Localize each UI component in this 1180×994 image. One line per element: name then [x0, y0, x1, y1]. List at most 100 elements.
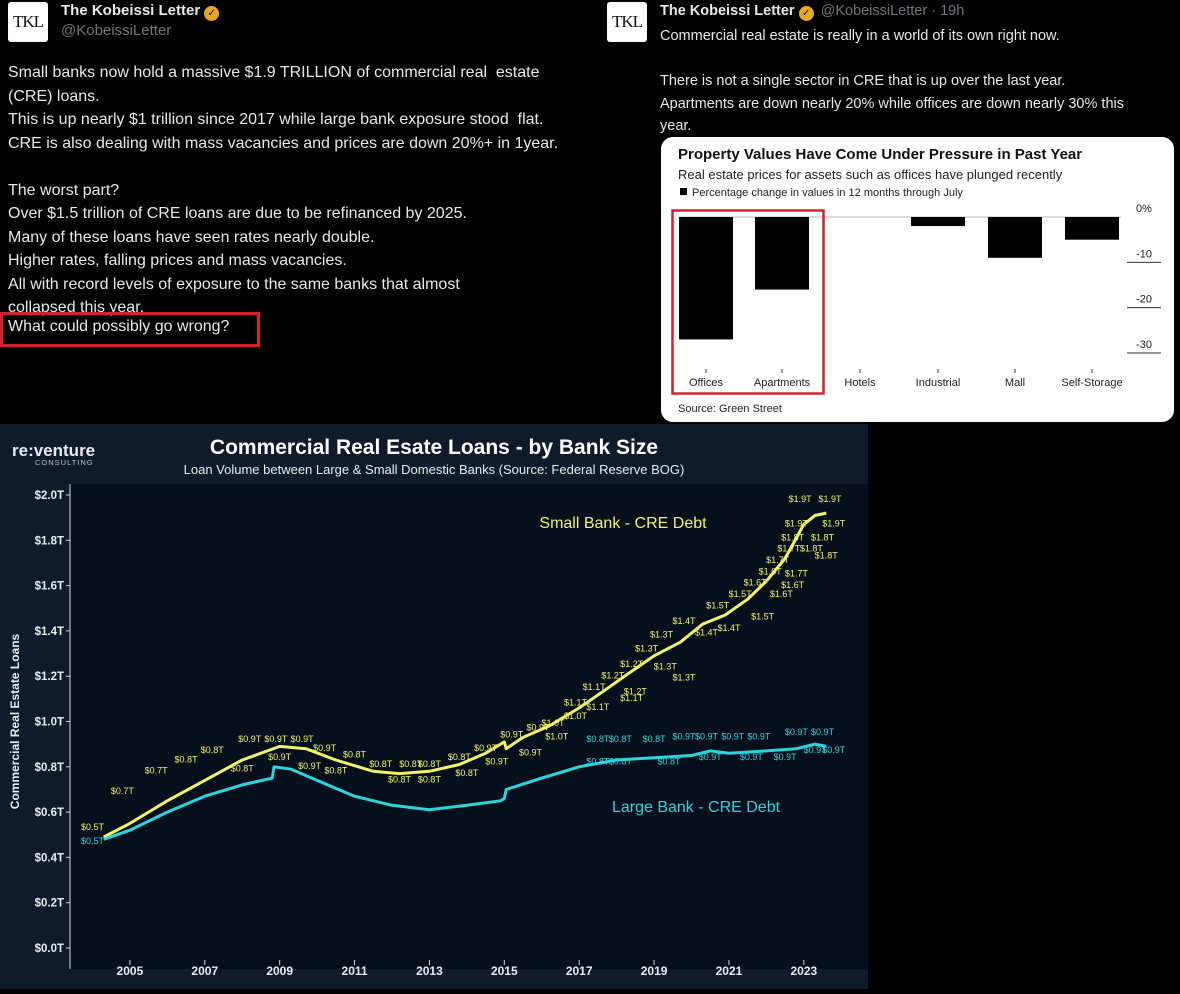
data-label: $0.9T	[774, 752, 798, 762]
data-label: $0.8T	[643, 734, 667, 744]
highlight-box	[0, 312, 260, 347]
tweet-line: There is not a single sector in CRE that…	[660, 73, 1066, 89]
y-tick-label: -30	[1136, 339, 1152, 351]
x-tick-label: 2011	[342, 964, 368, 978]
data-label: $1.3T	[650, 630, 674, 640]
data-label: $1.1T	[586, 702, 610, 712]
plot-area	[70, 484, 868, 969]
data-label: $1.4T	[673, 616, 697, 626]
y-tick-label: $1.8T	[35, 535, 64, 547]
author-name[interactable]: The Kobeissi Letter	[660, 3, 795, 19]
data-label: $1.9T	[789, 494, 813, 504]
data-label: $0.7T	[111, 786, 135, 796]
bar-self-storage	[1065, 217, 1119, 240]
data-label: $0.8T	[175, 754, 199, 764]
data-label: $0.5T	[81, 836, 105, 846]
chart-title: Commercial Real Esate Loans - by Bank Si…	[210, 436, 658, 459]
data-label: $0.8T	[388, 775, 412, 785]
data-label: $0.9T	[699, 752, 723, 762]
data-label: $1.3T	[673, 673, 697, 683]
cre-loans-chart-panel: re:venture CONSULTING Commercial Real Esat…	[0, 424, 868, 989]
y-axis-label: Commercial Real Estate Loans	[8, 633, 22, 809]
x-tick-label: 2009	[266, 964, 293, 978]
highlight-box	[671, 209, 825, 395]
data-label: $1.2T	[601, 670, 625, 680]
data-label: $1.5T	[751, 612, 775, 622]
data-label: $1.3T	[635, 643, 659, 653]
data-label: $0.8T	[343, 750, 367, 760]
x-tick-label: Self-Storage	[1061, 377, 1122, 389]
data-label: $1.0T	[541, 718, 565, 728]
data-label: $0.8T	[609, 734, 633, 744]
avatar[interactable]: TKL	[8, 2, 48, 42]
data-label: $1.2T	[620, 659, 644, 669]
data-label: $0.8T	[455, 768, 479, 778]
data-label: $1.6T	[781, 580, 805, 590]
tweet-author-block: The Kobeissi Letter ✓	[61, 2, 220, 21]
tweet-line: All with record levels of exposure to th…	[8, 275, 460, 293]
data-label: $0.9T	[721, 732, 745, 742]
x-tick-label: 2007	[191, 964, 218, 978]
data-label: $0.8T	[418, 775, 442, 785]
x-tick-label: 2005	[117, 964, 144, 978]
data-label: $0.5T	[81, 822, 105, 832]
data-label: $0.9T	[264, 734, 288, 744]
series-label-large-bank: Large Bank - CRE Debt	[612, 799, 781, 816]
series-line-large-bank	[103, 742, 827, 841]
property-values-chart-card[interactable]: Property Values Have Come Under Pressure…	[661, 137, 1174, 422]
data-label: $1.3T	[654, 661, 678, 671]
y-tick-label: $1.2T	[35, 671, 64, 683]
author-handle[interactable]: @KobeissiLetter	[61, 22, 172, 39]
chart-source: Source: Green Street	[678, 403, 782, 415]
x-tick-label: 2017	[566, 964, 593, 978]
tweet-author-block: The Kobeissi Letter ✓ @KobeissiLetter · 1…	[660, 3, 964, 21]
data-label: $1.0T	[564, 711, 588, 721]
tweet-time[interactable]: · 19h	[931, 3, 965, 19]
y-tick-label: $0.4T	[35, 852, 64, 864]
y-tick-label: 0%	[1136, 203, 1152, 215]
tweet-line: Over $1.5 trillion of CRE loans are due …	[8, 205, 467, 222]
data-label: $0.9T	[298, 761, 322, 771]
x-tick-label: 2023	[790, 964, 817, 978]
author-handle[interactable]: @KobeissiLetter	[820, 3, 928, 19]
tweet-highlight-line: What could possibly go wrong?	[8, 318, 230, 335]
x-tick-label: Industrial	[916, 377, 961, 389]
legend-swatch	[680, 188, 687, 195]
data-label: $1.1T	[620, 693, 644, 703]
data-label: $0.7T	[145, 766, 169, 776]
tweet-line: collapsed this year.	[8, 299, 145, 316]
property-values-chart: Property Values Have Come Under Pressure…	[671, 146, 1161, 415]
tweet-line: Small banks now hold a massive $1.9 TRIL…	[8, 64, 540, 81]
tweet-body: Small banks now hold a massive $1.9 TRIL…	[8, 61, 608, 320]
data-label: $0.9T	[747, 732, 771, 742]
avatar[interactable]: TKL	[607, 2, 647, 42]
y-tick-label: $0.6T	[35, 807, 64, 819]
y-tick-label: -20	[1136, 294, 1152, 306]
data-label: $1.9T	[785, 519, 809, 529]
y-tick-label: -10	[1136, 248, 1152, 260]
data-label: $1.8T	[811, 532, 835, 542]
author-name[interactable]: The Kobeissi Letter	[61, 2, 201, 19]
data-label: $0.9T	[474, 743, 498, 753]
tweet-line: Higher rates, falling prices and mass va…	[8, 252, 347, 269]
data-label: $0.8T	[418, 759, 442, 769]
tweet-line	[8, 155, 608, 179]
data-label: $1.2T	[624, 686, 648, 696]
tweet-line: The worst part?	[8, 181, 120, 199]
data-label: $0.9T	[485, 757, 509, 767]
verified-badge-icon: ✓	[204, 6, 220, 21]
data-label: $0.9T	[673, 732, 697, 742]
data-label: $1.6T	[770, 589, 794, 599]
data-label: $1.5T	[706, 600, 730, 610]
data-label: $0.8T	[586, 734, 610, 744]
data-label: $0.9T	[268, 752, 292, 762]
x-tick-label: 2015	[491, 964, 518, 978]
data-label: $0.9T	[519, 747, 543, 757]
y-tick-label: $1.6T	[35, 581, 64, 593]
x-tick-label: Apartments	[754, 377, 811, 389]
data-label: $1.6T	[759, 566, 783, 576]
data-label: $0.9T	[811, 727, 835, 737]
x-tick-label: Mall	[1005, 377, 1025, 389]
data-label: $0.9T	[740, 752, 764, 762]
